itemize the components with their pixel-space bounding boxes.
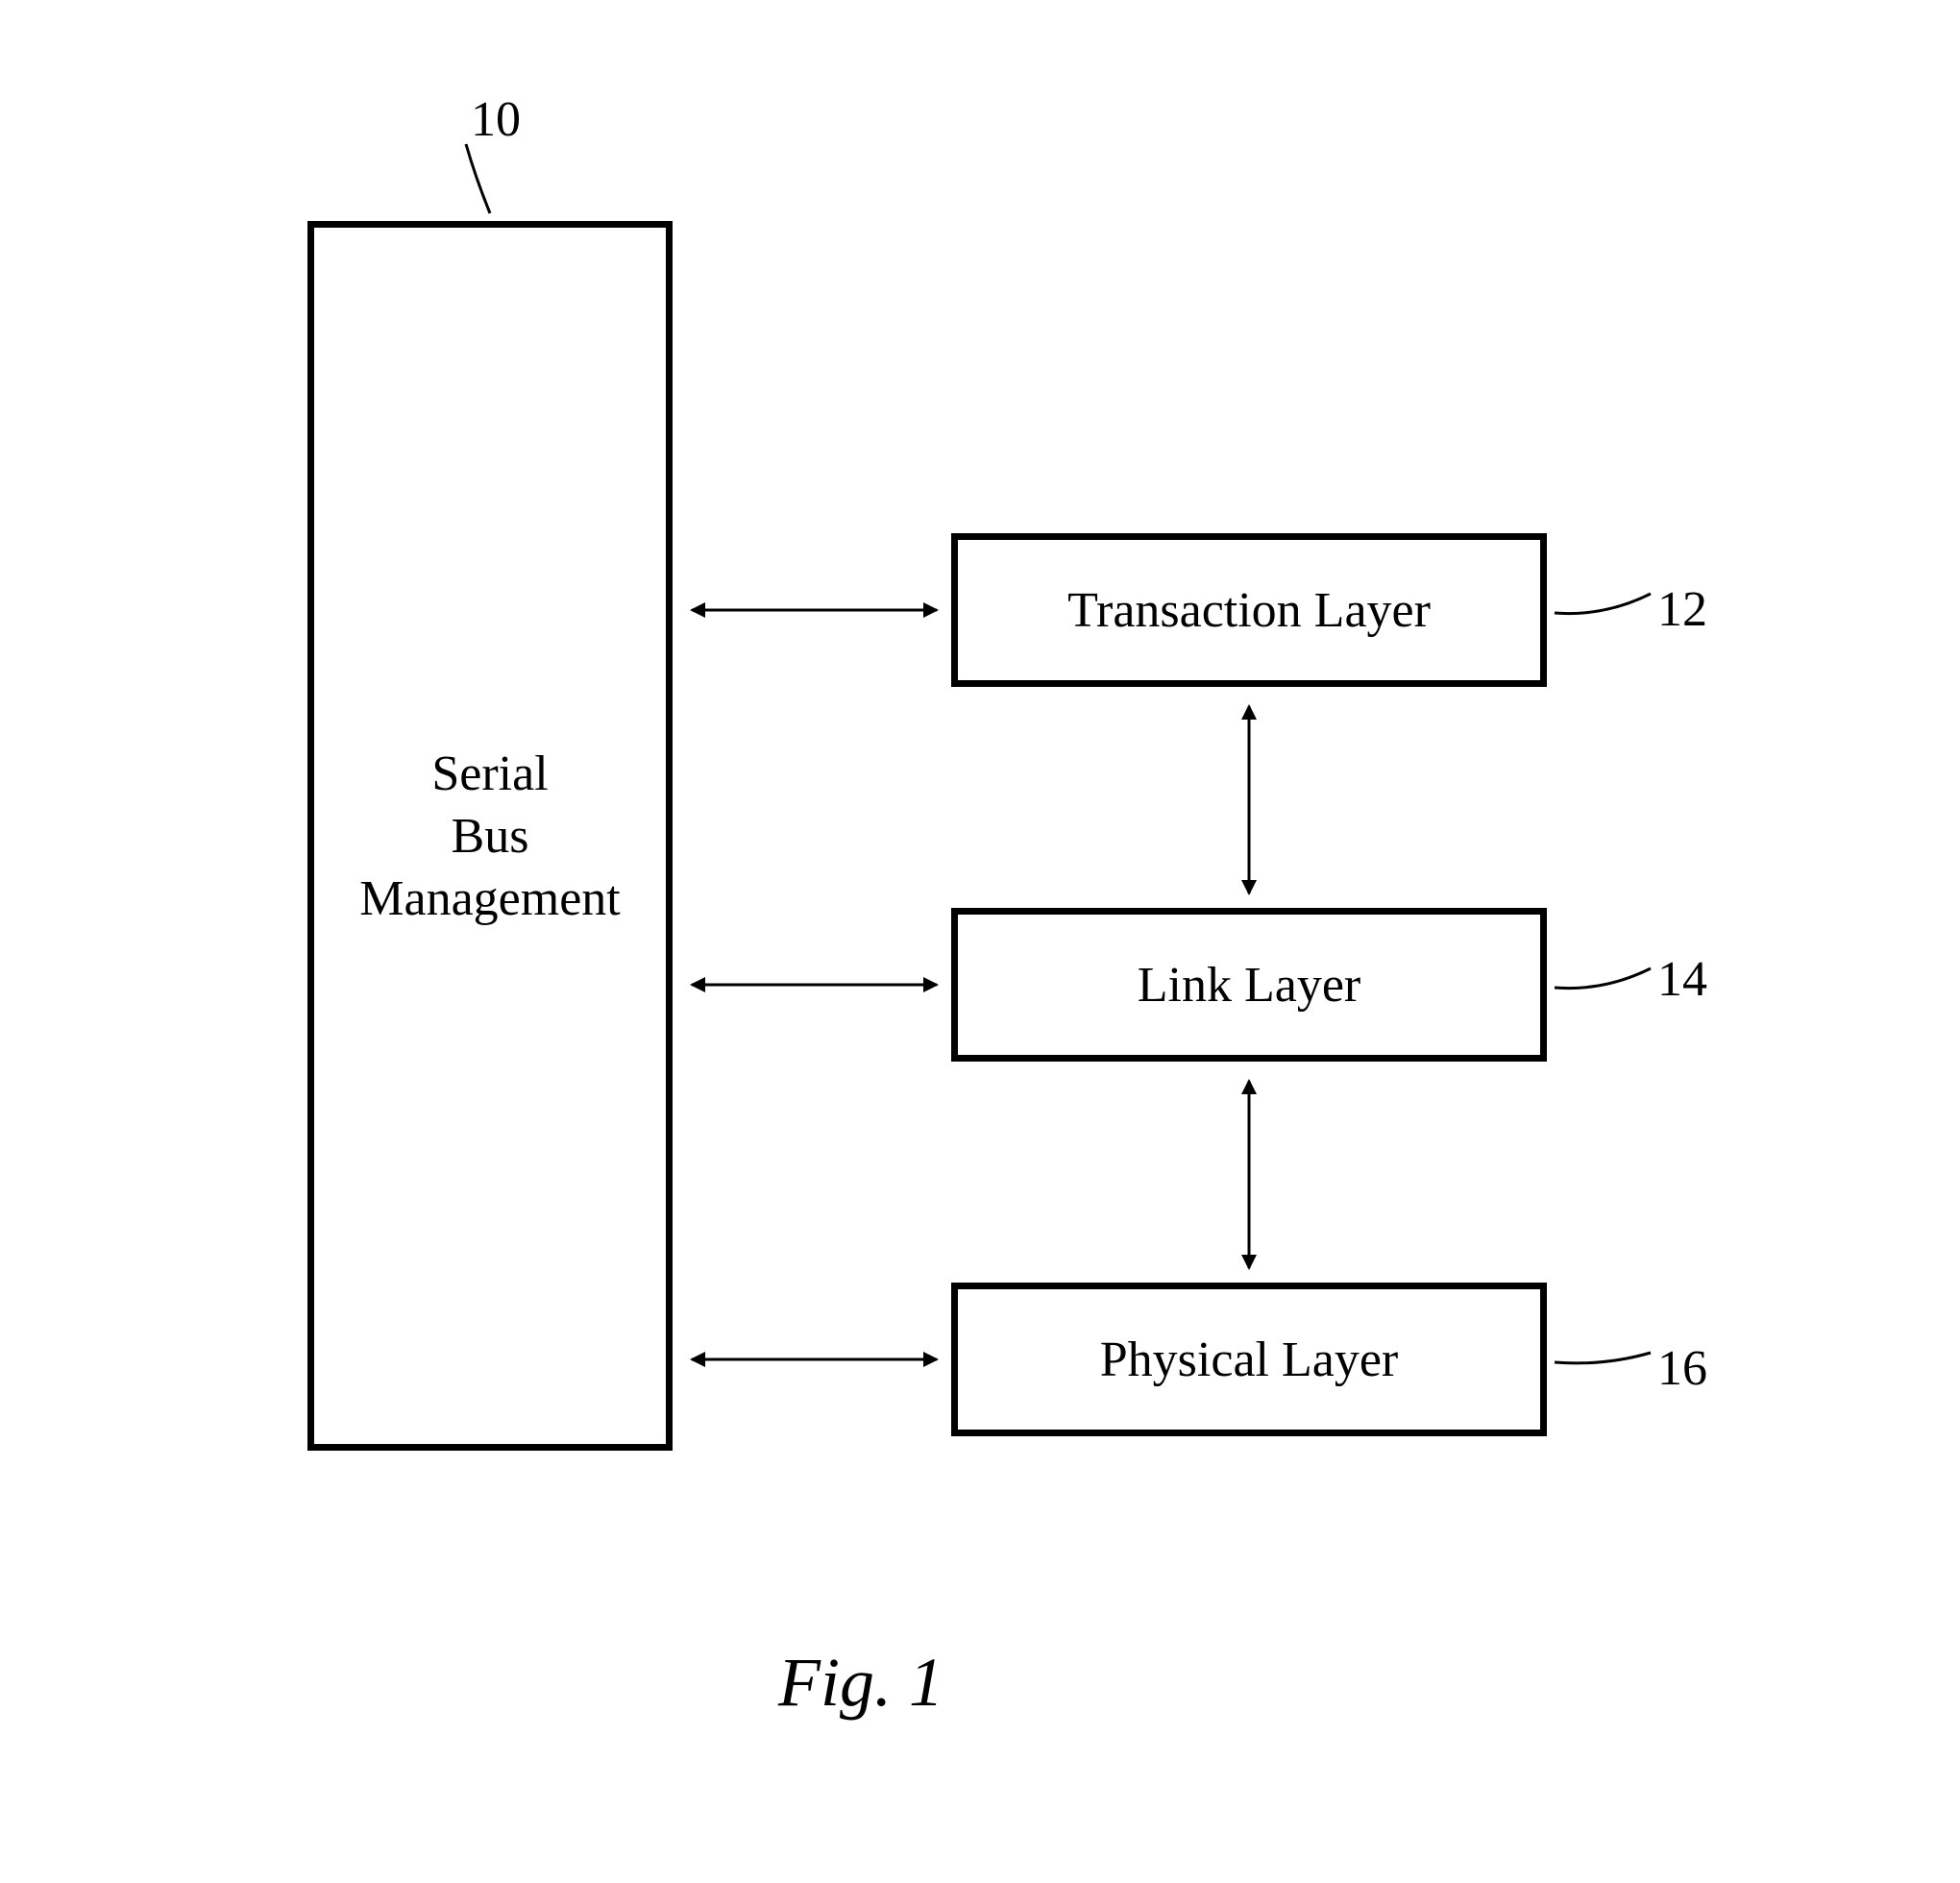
serial-bus-management-box: Serial Bus Management xyxy=(307,221,673,1451)
ref-leader-12 xyxy=(1555,594,1651,614)
physical-layer-box: Physical Layer xyxy=(951,1283,1547,1436)
ref-label-12: 12 xyxy=(1657,581,1707,638)
link-layer-label: Link Layer xyxy=(1138,954,1360,1016)
ref-label-10: 10 xyxy=(471,91,521,148)
link-layer-box: Link Layer xyxy=(951,908,1547,1062)
ref-label-16: 16 xyxy=(1657,1340,1707,1397)
ref-label-14: 14 xyxy=(1657,951,1707,1008)
main-box-label: Serial Bus Management xyxy=(359,743,620,930)
ref-leader-14 xyxy=(1555,968,1651,989)
transaction-layer-label: Transaction Layer xyxy=(1067,579,1431,642)
figure-caption: Fig. 1 xyxy=(778,1643,943,1723)
transaction-layer-box: Transaction Layer xyxy=(951,533,1547,687)
diagram-container: Serial Bus Management Transaction Layer … xyxy=(0,0,1960,1883)
ref-leader-16 xyxy=(1555,1353,1651,1363)
ref-leader-10 xyxy=(466,144,490,213)
physical-layer-label: Physical Layer xyxy=(1100,1329,1398,1391)
